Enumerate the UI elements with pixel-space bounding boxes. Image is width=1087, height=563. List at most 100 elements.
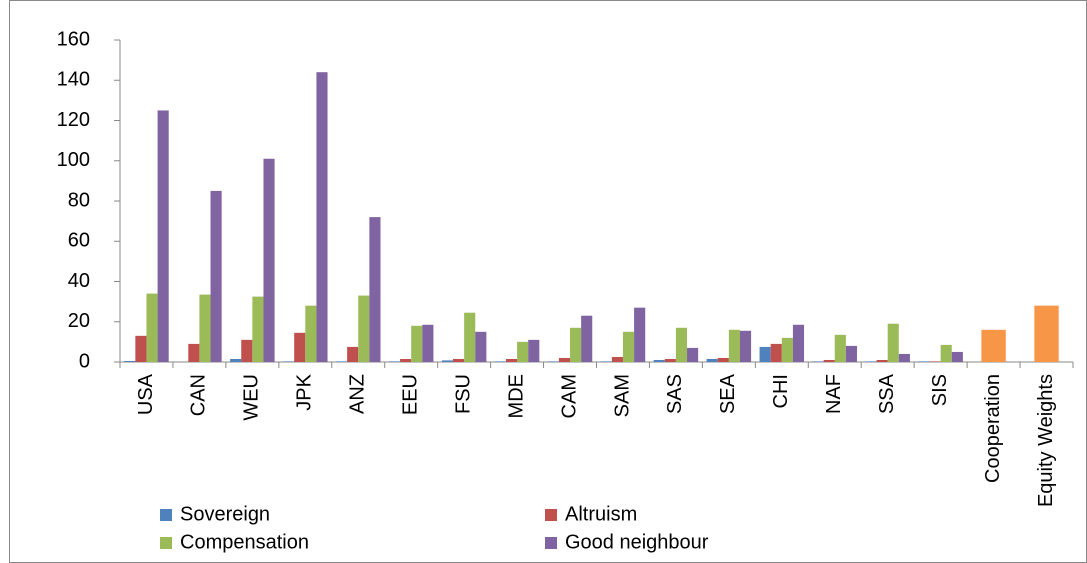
- bar: [475, 331, 487, 362]
- x-tick-label: MDE: [505, 374, 527, 418]
- bar: [358, 295, 370, 362]
- y-tick-label: 0: [79, 350, 90, 372]
- bar: [305, 305, 317, 362]
- y-tick-label: 40: [68, 270, 90, 292]
- bar: [600, 361, 612, 362]
- x-tick-label: NAF: [823, 374, 845, 414]
- bar: [135, 335, 147, 362]
- bar: [887, 323, 899, 362]
- bar: [781, 337, 793, 362]
- bar: [124, 360, 136, 362]
- x-tick-label: FSU: [452, 374, 474, 414]
- bar: [316, 72, 328, 362]
- bar: [611, 356, 623, 362]
- bar: [400, 358, 412, 362]
- bar: [388, 361, 401, 362]
- legend-swatch: [160, 537, 172, 549]
- bar: [876, 359, 888, 362]
- x-tick-label: JPK: [294, 373, 316, 410]
- x-tick-label: CHI: [770, 374, 792, 408]
- x-tick-label: SAS: [664, 374, 686, 414]
- bar: [199, 294, 211, 362]
- bar: [547, 361, 559, 362]
- bar: [369, 217, 381, 362]
- bar: [940, 344, 952, 362]
- bar: [664, 358, 676, 362]
- bar: [336, 361, 348, 362]
- bar: [188, 343, 200, 362]
- bar: [898, 353, 910, 362]
- y-tick-label: 100: [57, 149, 90, 171]
- bar: [865, 361, 877, 362]
- bar: [230, 358, 242, 362]
- bar: [294, 332, 306, 362]
- bar: [770, 343, 782, 362]
- bar: [157, 110, 169, 362]
- bar: [1034, 305, 1059, 362]
- y-tick-label: 120: [57, 109, 90, 131]
- legend-swatch: [545, 537, 557, 549]
- bar: [622, 331, 635, 362]
- x-tick-label: SIS: [929, 374, 951, 406]
- bar: [581, 315, 593, 362]
- bar: [823, 359, 835, 362]
- bar: [558, 357, 571, 362]
- bar: [210, 190, 222, 362]
- bar: [634, 307, 646, 362]
- x-tick-label: Equity Weights: [1035, 374, 1057, 507]
- bar: [653, 359, 665, 362]
- bar: [422, 324, 434, 362]
- y-tick-label: 80: [68, 189, 90, 211]
- y-tick-label: 60: [68, 230, 90, 252]
- bar: [517, 341, 529, 362]
- bar: [570, 327, 582, 362]
- y-tick-label: 20: [68, 310, 90, 332]
- legend-swatch: [545, 509, 557, 521]
- legend-label: Good neighbour: [565, 531, 709, 553]
- bar: [706, 358, 718, 362]
- legend-label: Compensation: [180, 531, 309, 553]
- legend-swatch: [160, 509, 172, 521]
- x-tick-label: SEA: [717, 373, 739, 414]
- bar: [464, 312, 476, 362]
- chart-frame: [9, 0, 1087, 563]
- bar: [411, 325, 423, 362]
- x-tick-label: Cooperation: [982, 374, 1004, 483]
- bar: [453, 358, 465, 362]
- x-tick-label: SAM: [611, 374, 633, 417]
- bar: [759, 346, 771, 362]
- x-tick-label: CAM: [558, 374, 580, 418]
- bar: [834, 334, 846, 362]
- bar: [687, 347, 699, 362]
- bar: [739, 330, 752, 362]
- bar: [263, 158, 275, 362]
- bar: [494, 361, 506, 362]
- bar: [812, 361, 824, 362]
- x-tick-label: SSA: [876, 373, 898, 414]
- legend-label: Altruism: [565, 503, 637, 525]
- bar: [241, 339, 253, 362]
- bar: [918, 361, 930, 362]
- bar: [728, 329, 740, 362]
- x-tick-label: CAN: [188, 374, 210, 416]
- x-tick-label: WEU: [241, 374, 263, 421]
- bar: [951, 351, 963, 362]
- bar: [981, 329, 1006, 362]
- legend-label: Sovereign: [180, 503, 270, 525]
- bar: [252, 296, 264, 362]
- bar: [528, 339, 540, 362]
- bar: [717, 357, 729, 362]
- bar: [283, 361, 295, 362]
- bar: [929, 361, 941, 362]
- x-tick-label: EEU: [399, 374, 421, 415]
- bar: [347, 346, 359, 362]
- bar: [675, 327, 688, 362]
- bar: [441, 360, 454, 362]
- y-tick-label: 140: [57, 69, 90, 91]
- bar: [792, 324, 805, 362]
- bar: [845, 345, 857, 362]
- bar: [146, 293, 158, 362]
- x-tick-label: USA: [135, 373, 157, 415]
